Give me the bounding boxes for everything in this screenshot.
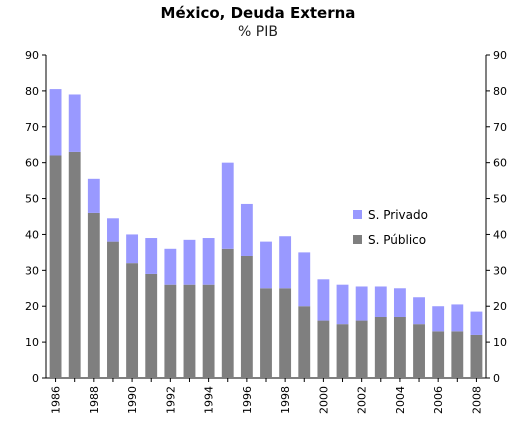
y-tick-label-left: 20 — [25, 300, 39, 313]
bar-s-publico — [393, 316, 406, 378]
x-tick-label: 2004 — [394, 386, 407, 414]
x-tick-label: 2002 — [356, 386, 369, 414]
bar-s-publico — [355, 320, 368, 378]
bar-s-privado — [413, 297, 425, 325]
y-tick-label-right: 10 — [493, 336, 507, 349]
bar-s-publico — [68, 151, 81, 378]
y-tick-label-left: 50 — [25, 193, 39, 206]
bar-s-publico — [240, 255, 253, 378]
x-tick-label: 1994 — [203, 386, 216, 414]
bar-s-publico — [145, 273, 158, 378]
chart-subtitle: % PIB — [238, 24, 278, 40]
y-tick-label-right: 20 — [493, 300, 507, 313]
y-tick-label-right: 50 — [493, 193, 507, 206]
y-tick-label-right: 60 — [493, 157, 507, 170]
bar-s-privado — [183, 239, 196, 285]
x-tick-label: 2006 — [432, 386, 445, 414]
y-tick-label-left: 10 — [25, 336, 39, 349]
bar-s-privado — [393, 288, 406, 317]
bar-s-privado — [49, 89, 62, 156]
bar-s-privado — [68, 94, 81, 152]
bar-s-publico — [49, 155, 62, 378]
bar-s-privado — [87, 178, 100, 213]
bar-s-privado — [451, 304, 464, 332]
y-tick-label-right: 80 — [493, 85, 507, 98]
x-tick-label: 1986 — [50, 386, 63, 414]
bar-s-publico — [451, 331, 464, 378]
bar-s-publico — [87, 212, 100, 378]
plot-area: 0 0 10 10 20 20 30 30 40 40 50 50 60 60 70 70 80 80 90 90 19… — [25, 49, 507, 414]
bar-s-privado — [317, 279, 330, 321]
bar-s-privado — [432, 306, 445, 332]
y-tick-label-right: 0 — [493, 372, 500, 385]
bar-s-privado — [355, 286, 368, 321]
bar-s-privado — [298, 252, 311, 307]
y-tick-label-left: 0 — [32, 372, 39, 385]
legend-label-s-privado: S. Privado — [368, 208, 428, 222]
bar-s-publico — [126, 263, 139, 378]
bar-s-publico — [107, 241, 119, 378]
y-tick-label-right: 70 — [493, 121, 507, 134]
y-tick-label-right: 90 — [493, 49, 507, 62]
bar-s-privado — [126, 234, 139, 264]
chart-title: México, Deuda Externa — [160, 4, 356, 22]
x-tick-label: 2008 — [470, 386, 483, 414]
y-tick-label-left: 60 — [25, 157, 39, 170]
bar-s-publico — [221, 248, 234, 378]
bar-s-publico — [413, 324, 425, 378]
y-tick-label-right: 40 — [493, 228, 507, 241]
bar-s-privado — [202, 238, 215, 285]
bar-s-privado — [145, 238, 158, 274]
bar-s-publico — [432, 331, 445, 378]
bar-s-publico — [164, 284, 177, 378]
legend-swatch-s-publico — [353, 235, 362, 244]
bar-s-privado — [240, 203, 253, 256]
legend-label-s-publico: S. Público — [368, 233, 426, 247]
bar-s-privado — [260, 241, 272, 289]
bar-s-publico — [374, 316, 387, 378]
bar-s-privado — [336, 284, 349, 325]
bar-s-publico — [260, 288, 272, 378]
bar-s-publico — [279, 288, 292, 378]
bar-s-publico — [298, 306, 311, 378]
bar-s-publico — [470, 334, 483, 378]
bar-s-publico — [336, 324, 349, 378]
y-tick-label-left: 40 — [25, 228, 39, 241]
x-tick-label: 1990 — [126, 386, 139, 414]
y-tick-label-left: 30 — [25, 264, 39, 277]
bar-s-publico — [317, 320, 330, 378]
bar-s-publico — [183, 284, 196, 378]
y-tick-label-left: 90 — [25, 49, 39, 62]
x-tick-label: 1988 — [88, 386, 101, 414]
bar-s-privado — [279, 236, 292, 289]
bar-s-privado — [374, 286, 387, 317]
x-tick-label: 2000 — [317, 386, 330, 414]
bar-s-privado — [470, 311, 483, 335]
y-tick-label-left: 70 — [25, 121, 39, 134]
x-tick-label: 1992 — [164, 386, 177, 414]
y-tick-label-right: 30 — [493, 264, 507, 277]
bar-s-privado — [221, 162, 234, 249]
bar-s-privado — [107, 218, 119, 242]
legend-swatch-s-privado — [353, 210, 362, 219]
x-tick-label: 1996 — [241, 386, 254, 414]
x-tick-label: 1998 — [279, 386, 292, 414]
bar-s-privado — [164, 248, 177, 285]
y-tick-label-left: 80 — [25, 85, 39, 98]
bar-s-publico — [202, 284, 215, 378]
